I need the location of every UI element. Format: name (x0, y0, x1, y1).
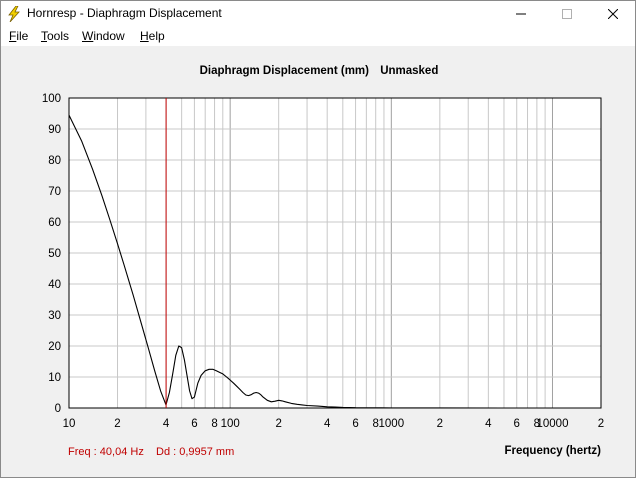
x-tick-label: 4 (163, 418, 170, 430)
x-axis-label: Frequency (hertz) (504, 445, 602, 457)
x-tick-label: 10 (63, 418, 76, 430)
menu-tools[interactable]: Tools (41, 29, 70, 43)
x-tick-label: 6 (352, 418, 358, 430)
y-tick-label: 10 (48, 372, 61, 384)
freq-readout: Freq : 40,04 Hz (68, 446, 144, 458)
menu-bar: File Tools Window Help (1, 27, 635, 46)
title-bar[interactable]: Hornresp - Diaphragm Displacement (1, 1, 635, 27)
y-tick-label: 50 (48, 248, 61, 260)
x-tick-label: 2 (114, 418, 120, 430)
chart-title-row: Diaphragm Displacement (mm) Unmasked (1, 65, 635, 77)
x-tick-label: 8 (373, 418, 379, 430)
x-tick-label: 6 (514, 418, 520, 430)
x-tick-label: 6 (191, 418, 197, 430)
window-title: Hornresp - Diaphragm Displacement (27, 6, 222, 20)
dd-readout: Dd : 0,9957 mm (156, 446, 235, 458)
x-tick-label: 4 (324, 418, 331, 430)
menu-help[interactable]: Help (140, 29, 165, 43)
close-icon (608, 9, 618, 19)
x-tick-label: 2 (275, 418, 281, 430)
x-tick-label: 2 (598, 418, 604, 430)
x-tick-label: 4 (485, 418, 492, 430)
maximize-button[interactable] (544, 1, 590, 27)
lightning-bolt-icon (8, 6, 20, 22)
menu-file[interactable]: File (9, 29, 29, 43)
x-tick-label: 100 (221, 418, 240, 430)
x-tick-label: 8 (211, 418, 217, 430)
maximize-icon (562, 9, 572, 19)
y-tick-label: 30 (48, 310, 61, 322)
y-tick-label: 90 (48, 124, 61, 136)
mask-status: Unmasked (380, 65, 439, 77)
y-tick-label: 20 (48, 341, 61, 353)
plot-area[interactable]: Diaphragm Displacement (mm) Unmasked 0 10… (1, 46, 635, 477)
y-tick-label: 60 (48, 217, 61, 229)
y-tick-label: 70 (48, 186, 61, 198)
displacement-curve (68, 114, 601, 409)
minimize-button[interactable] (498, 1, 544, 27)
chart-title: Diaphragm Displacement (mm) (199, 65, 369, 77)
x-tick-label: 1000 (379, 418, 405, 430)
minimize-icon (516, 13, 526, 15)
y-tick-label: 80 (48, 155, 61, 167)
x-tick-label: 10000 (536, 418, 568, 430)
plot-frame (68, 97, 602, 409)
close-button[interactable] (590, 1, 635, 27)
y-tick-label: 40 (48, 279, 61, 291)
y-tick-label: 100 (42, 93, 61, 105)
y-tick-label: 0 (55, 403, 61, 415)
x-tick-label: 2 (437, 418, 443, 430)
menu-window[interactable]: Window (82, 29, 125, 43)
x-tick-label: 8 (534, 418, 540, 430)
